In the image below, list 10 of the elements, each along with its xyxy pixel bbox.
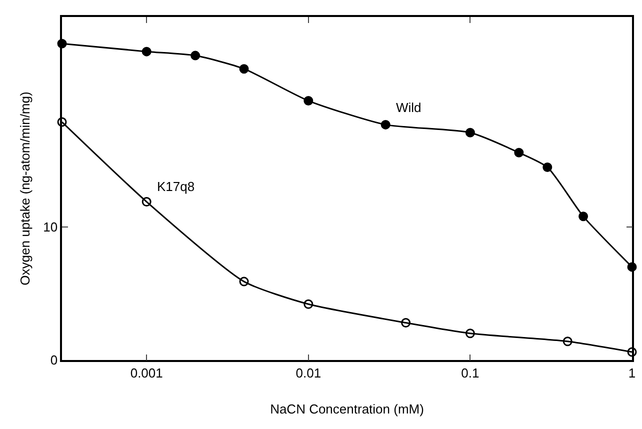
y-axis-title: Oxygen uptake (ng-atom/min/mg) [18, 92, 33, 286]
x-tick-label: 0.1 [461, 365, 480, 380]
x-tick-label: 0.01 [296, 365, 322, 380]
x-axis-title: NaCN Concentration (mM) [270, 401, 424, 416]
series-label: Wild [396, 100, 422, 115]
x-tick-label: 1 [628, 365, 636, 380]
y-tick-label: 0 [50, 352, 58, 368]
x-tick-label: 0.001 [130, 365, 163, 380]
y-tick-label: 10 [43, 220, 58, 235]
series-label: K17q8 [157, 179, 195, 194]
